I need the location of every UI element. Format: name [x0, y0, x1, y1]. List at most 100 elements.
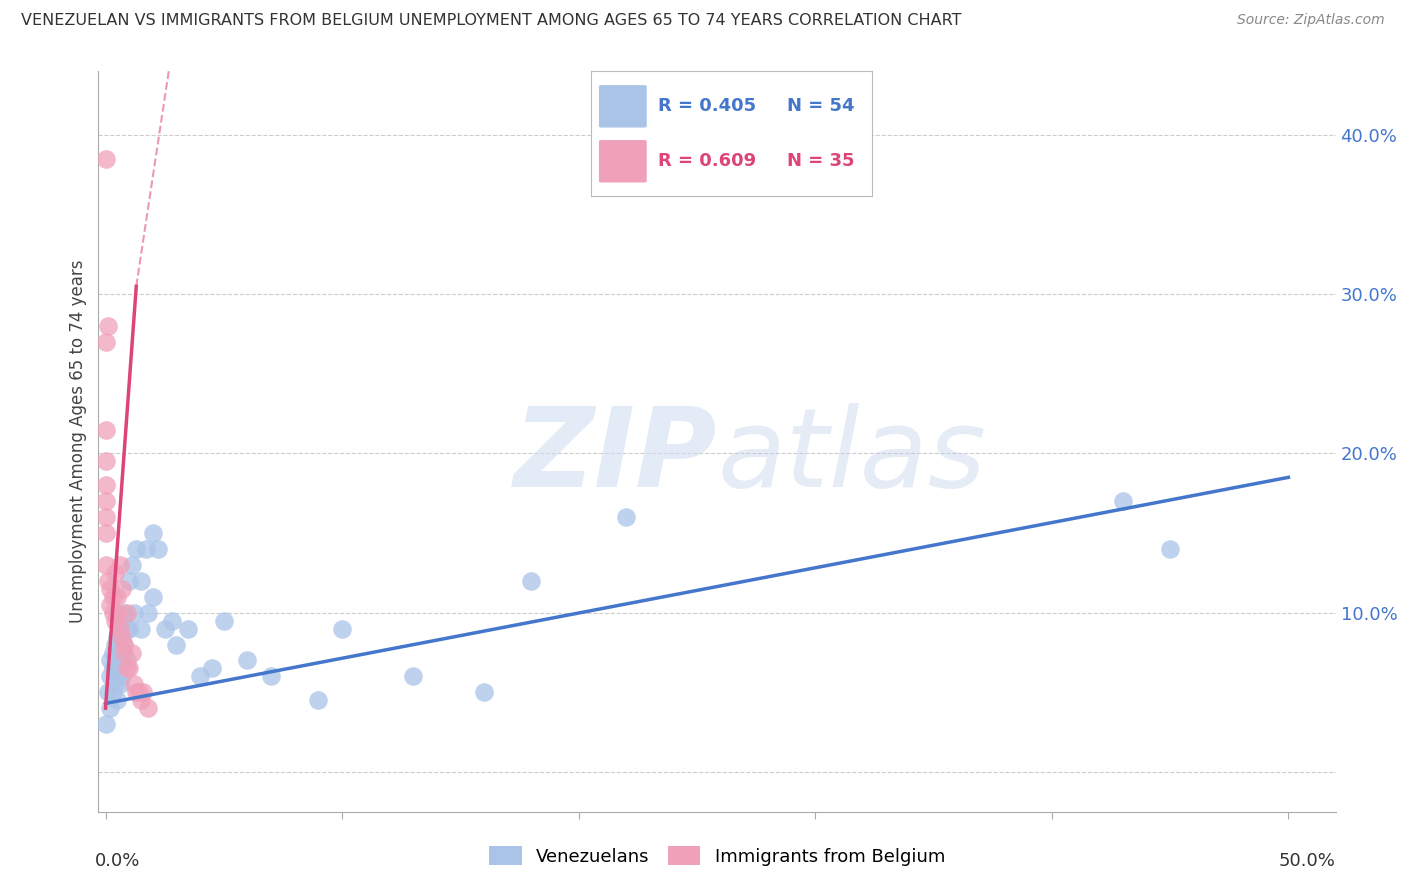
Point — [105, 630, 128, 644]
Point — [105, 646, 128, 660]
Point — [105, 590, 128, 604]
Point — [136, 606, 159, 620]
Point — [472, 685, 495, 699]
Text: 50.0%: 50.0% — [1279, 853, 1336, 871]
Point — [94, 423, 117, 437]
Point — [108, 653, 131, 667]
Point — [125, 541, 148, 556]
Point — [115, 653, 138, 667]
Point — [101, 661, 124, 675]
Text: R = 0.405: R = 0.405 — [658, 97, 756, 115]
FancyBboxPatch shape — [599, 140, 647, 183]
Point — [104, 566, 127, 580]
Point — [98, 582, 121, 596]
Point — [104, 661, 127, 675]
Point — [101, 646, 124, 660]
Point — [118, 661, 141, 675]
Point — [307, 693, 329, 707]
Point — [94, 454, 117, 468]
Point — [188, 669, 211, 683]
Point — [101, 590, 124, 604]
Text: Source: ZipAtlas.com: Source: ZipAtlas.com — [1237, 13, 1385, 28]
Point — [108, 622, 131, 636]
Point — [111, 614, 134, 628]
Text: N = 35: N = 35 — [787, 153, 855, 170]
Y-axis label: Unemployment Among Ages 65 to 74 years: Unemployment Among Ages 65 to 74 years — [69, 260, 87, 624]
Text: VENEZUELAN VS IMMIGRANTS FROM BELGIUM UNEMPLOYMENT AMONG AGES 65 TO 74 YEARS COR: VENEZUELAN VS IMMIGRANTS FROM BELGIUM UN… — [21, 13, 962, 29]
Point — [105, 669, 128, 683]
Point — [94, 717, 117, 731]
Point — [94, 152, 117, 166]
Point — [160, 614, 183, 628]
Point — [101, 685, 124, 699]
Point — [98, 653, 121, 667]
Point — [118, 622, 141, 636]
Point — [121, 646, 143, 660]
Point — [94, 494, 117, 508]
Point — [128, 685, 150, 699]
Point — [115, 606, 138, 620]
Point — [129, 693, 152, 707]
Point — [105, 693, 128, 707]
Point — [97, 574, 120, 588]
Point — [153, 622, 176, 636]
Point — [104, 638, 127, 652]
Point — [1159, 541, 1181, 556]
Point — [177, 622, 200, 636]
Point — [108, 558, 131, 572]
Point — [97, 685, 120, 699]
Point — [94, 334, 117, 349]
Point — [104, 614, 127, 628]
Point — [132, 685, 155, 699]
Point — [122, 606, 145, 620]
Text: 0.0%: 0.0% — [94, 853, 141, 871]
Text: ZIP: ZIP — [513, 403, 717, 510]
Point — [94, 478, 117, 492]
Point — [146, 541, 169, 556]
Point — [330, 622, 353, 636]
Point — [201, 661, 224, 675]
Point — [118, 574, 141, 588]
Point — [402, 669, 425, 683]
Point — [114, 638, 136, 652]
Point — [122, 677, 145, 691]
Point — [129, 574, 152, 588]
Point — [101, 606, 124, 620]
Point — [98, 598, 121, 612]
Point — [94, 510, 117, 524]
Point — [111, 646, 134, 660]
Point — [166, 638, 188, 652]
Text: atlas: atlas — [717, 403, 986, 510]
Point — [129, 622, 152, 636]
Point — [105, 606, 128, 620]
Point — [1112, 494, 1135, 508]
Point — [114, 606, 136, 620]
Point — [111, 669, 134, 683]
FancyBboxPatch shape — [599, 85, 647, 128]
Point — [142, 590, 165, 604]
Point — [136, 701, 159, 715]
Point — [614, 510, 637, 524]
Point — [94, 526, 117, 541]
Point — [111, 630, 134, 644]
Point — [520, 574, 543, 588]
Point — [212, 614, 235, 628]
Point — [98, 669, 121, 683]
Point — [94, 558, 117, 572]
Point — [97, 319, 120, 334]
Point — [114, 646, 136, 660]
Point — [142, 526, 165, 541]
Text: N = 54: N = 54 — [787, 97, 855, 115]
Point — [114, 638, 136, 652]
Point — [260, 669, 283, 683]
Point — [121, 558, 143, 572]
Legend: Venezuelans, Immigrants from Belgium: Venezuelans, Immigrants from Belgium — [482, 839, 952, 873]
Point — [104, 677, 127, 691]
Point — [98, 701, 121, 715]
Point — [111, 582, 134, 596]
Point — [108, 622, 131, 636]
Point — [115, 661, 138, 675]
Point — [135, 541, 157, 556]
Point — [236, 653, 259, 667]
Point — [125, 685, 148, 699]
